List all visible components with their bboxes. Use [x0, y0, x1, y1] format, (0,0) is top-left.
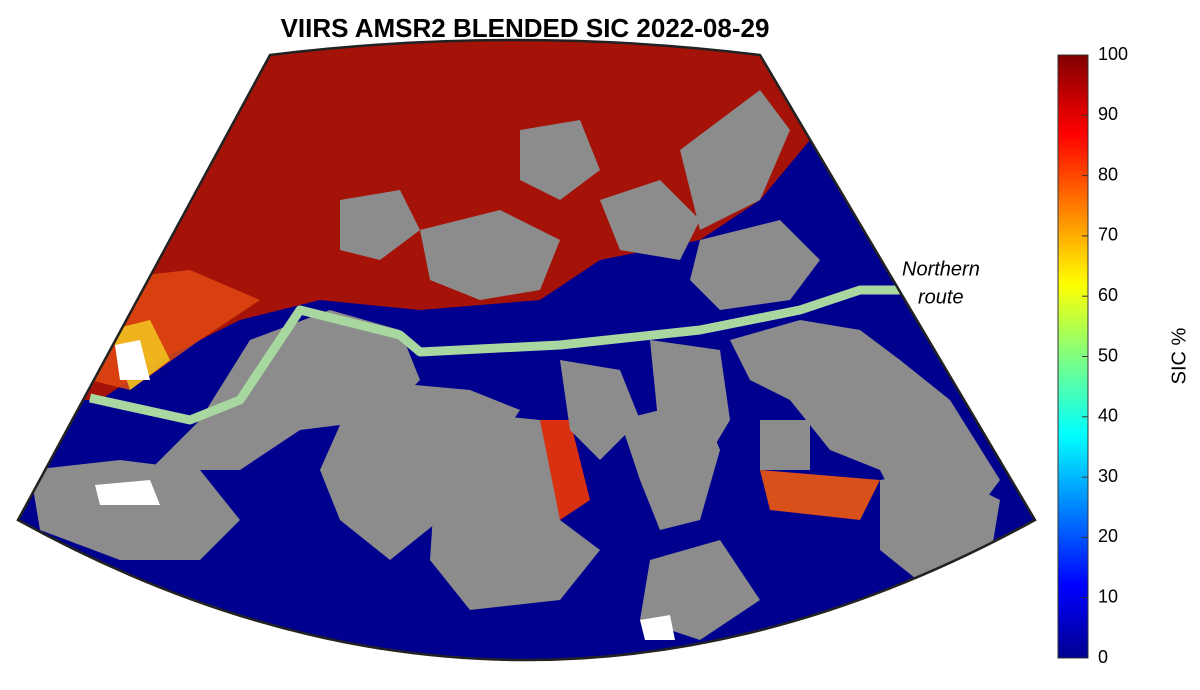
map-area [18, 40, 1035, 660]
route-label: route [918, 286, 964, 308]
northern-route [89, 285, 900, 425]
colorbar-tick-label: 20 [1098, 526, 1118, 546]
colorbar-tick-label: 90 [1098, 104, 1118, 124]
route-label: Northern [902, 258, 980, 280]
colorbar-tick-label: 70 [1098, 225, 1118, 245]
colorbar-tick-label: 0 [1098, 647, 1108, 667]
land [30, 90, 1000, 640]
no-data [95, 340, 675, 640]
colorbar-tick-label: 60 [1098, 285, 1118, 305]
map-frame [16, 38, 1037, 662]
colorbar-tick-label: 30 [1098, 466, 1118, 486]
colorbar-tick-label: 40 [1098, 406, 1118, 426]
colorbar-tick-label: 100 [1098, 44, 1128, 64]
colorbar-tick-label: 80 [1098, 164, 1118, 184]
colorbar-tick-label: 10 [1098, 586, 1118, 606]
colorbar-label: SIC % [1168, 327, 1190, 384]
map-title: VIIRS AMSR2 BLENDED SIC 2022-08-29 [281, 13, 770, 43]
ice-mid [760, 470, 880, 520]
colorbar-tick-label: 50 [1098, 345, 1118, 365]
